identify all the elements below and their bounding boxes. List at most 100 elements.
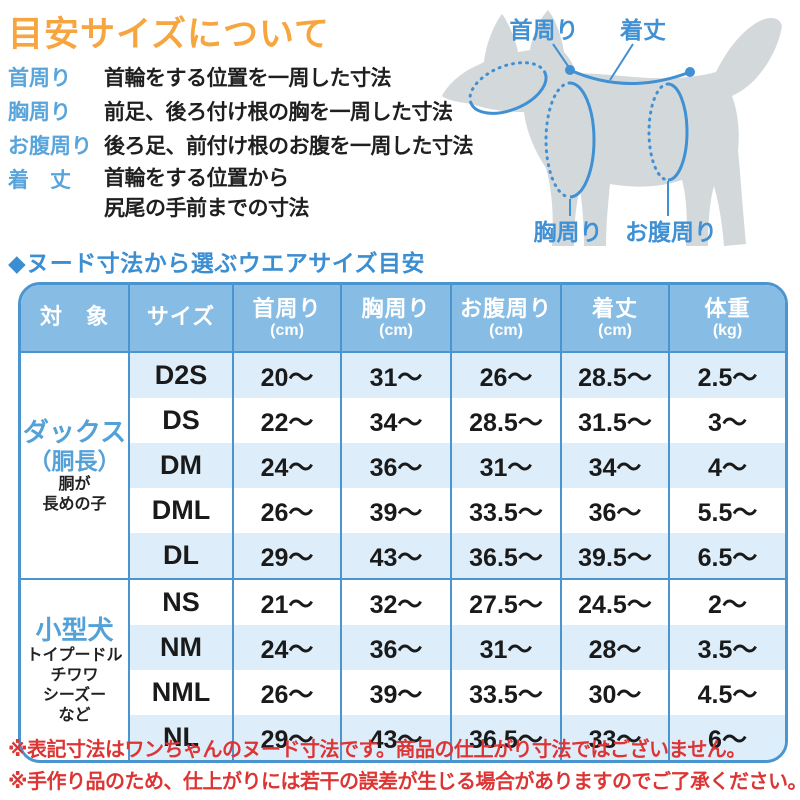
header-row: 対 象 サイズ 首周り (cm) 胸周り (cm)	[21, 285, 785, 353]
neck-measure-ring	[468, 61, 548, 115]
cell-chest: 39〜	[340, 488, 451, 533]
cell-belly: 31〜	[450, 443, 561, 488]
cell-length: 28〜	[560, 625, 669, 670]
page-title: 目安サイズについて	[8, 15, 330, 54]
header-belly: お腹周り (cm)	[450, 285, 561, 353]
cell-weight: 2〜	[668, 578, 785, 625]
cell-belly: 26〜	[450, 352, 561, 398]
cell-chest: 43〜	[340, 533, 451, 579]
measurement-definitions: 首周り 首輪をする位置を一周した寸法 胸周り 前足、後ろ付け根の胸を一周した寸法…	[8, 62, 474, 224]
cell-neck: 24〜	[232, 625, 341, 670]
cell-chest: 36〜	[340, 443, 451, 488]
size-table-grid: 対 象 サイズ 首周り (cm) 胸周り (cm)	[21, 285, 785, 760]
cell-weight: 6〜	[668, 715, 785, 760]
table-row: NM 24〜 36〜 31〜 28〜 3.5〜	[21, 625, 785, 670]
size-table: 対 象 サイズ 首周り (cm) 胸周り (cm)	[18, 282, 788, 763]
group-cell-dachshund: ダックス （胴長） 胴が 長めの子	[21, 352, 129, 579]
definition-desc-line1: 首輪をする位置から	[104, 167, 289, 190]
cell-size: DS	[128, 398, 233, 443]
cell-length: 24.5〜	[560, 578, 669, 625]
cell-size: DML	[128, 488, 233, 533]
cell-weight: 4.5〜	[668, 670, 785, 715]
cell-neck: 29〜	[232, 533, 341, 579]
table-row: ダックス （胴長） 胴が 長めの子 D2S 20〜 31〜 26〜 28.5〜 …	[21, 352, 785, 579]
table-row: NL 29〜 43〜 36.5〜 33〜 6〜	[21, 715, 785, 760]
definition-desc: 前足、後ろ付け根の胸を一周した寸法	[104, 101, 453, 124]
cell-length: 30〜	[560, 670, 669, 715]
cell-size: DM	[128, 443, 233, 488]
chest-measure-ring	[544, 81, 596, 199]
table-row: DL 29〜 43〜 36.5〜 39.5〜 6.5〜	[21, 533, 785, 579]
diagram-label-length: 着丈	[620, 17, 666, 43]
cell-weight: 4〜	[668, 443, 785, 488]
cell-length: 28.5〜	[560, 352, 669, 398]
cell-size: DL	[128, 533, 233, 579]
table-row: 小型犬 トイプードル チワワ シーズー など NS 21〜 32〜 27.5〜 …	[21, 578, 785, 760]
cell-chest: 31〜	[340, 352, 451, 398]
definition-length: 着 丈 首輪をする位置から 尻尾の手前までの寸法	[8, 164, 438, 224]
cell-belly: 33.5〜	[450, 488, 561, 533]
length-start-dot	[565, 65, 575, 75]
section-title: ◆ヌード寸法から選ぶウエアサイズ目安	[8, 250, 425, 276]
cell-neck: 29〜	[232, 715, 341, 760]
cell-belly: 31〜	[450, 625, 561, 670]
cell-chest: 39〜	[340, 670, 451, 715]
cell-neck: 22〜	[232, 398, 341, 443]
group-cell-small-dog: 小型犬 トイプードル チワワ シーズー など	[21, 578, 129, 760]
cell-length: 36〜	[560, 488, 669, 533]
cell-belly: 36.5〜	[450, 533, 561, 579]
cell-neck: 21〜	[232, 578, 341, 625]
definition-desc-line2: 尻尾の手前までの寸法	[104, 197, 310, 220]
cell-size: NS	[128, 578, 233, 625]
dog-silhouette	[442, 10, 782, 246]
table-row: DML 26〜 39〜 33.5〜 36〜 5.5〜	[21, 488, 785, 533]
definition-term: お腹周り	[8, 135, 92, 158]
cell-weight: 5.5〜	[668, 488, 785, 533]
cell-length: 39.5〜	[560, 533, 669, 579]
definition-neck: 首周り 首輪をする位置を一周した寸法	[8, 62, 438, 96]
cell-neck: 20〜	[232, 352, 341, 398]
cell-chest: 34〜	[340, 398, 451, 443]
belly-measure-ring	[647, 82, 689, 182]
definition-desc: 首輪をする位置から 尻尾の手前までの寸法	[104, 164, 310, 224]
cell-size: D2S	[128, 352, 233, 398]
cell-neck: 26〜	[232, 670, 341, 715]
cell-length: 33〜	[560, 715, 669, 760]
footnote-2: ※手作り品のため、仕上がりには若干の誤差が生じる場合がありますのでご了承ください…	[8, 771, 800, 793]
cell-length: 31.5〜	[560, 398, 669, 443]
diagram-label-chest: 胸周り	[534, 219, 603, 245]
cell-size: NL	[128, 715, 233, 760]
cell-size: NM	[128, 625, 233, 670]
cell-weight: 6.5〜	[668, 533, 785, 579]
footnote-1: ※表記寸法はワンちゃんのヌード寸法です。商品の仕上がり寸法ではございません。	[8, 739, 746, 761]
cell-neck: 24〜	[232, 443, 341, 488]
cell-belly: 27.5〜	[450, 578, 561, 625]
dog-measurement-diagram: 首周り 着丈 胸周り お腹周り	[428, 0, 798, 260]
definition-desc: 後ろ足、前付け根のお腹を一周した寸法	[104, 135, 474, 158]
dog-diagram-svg: 首周り 着丈 胸周り お腹周り	[442, 10, 782, 246]
cell-weight: 3〜	[668, 398, 785, 443]
cell-chest: 43〜	[340, 715, 451, 760]
definition-term: 胸周り	[8, 101, 71, 124]
header-neck: 首周り (cm)	[232, 285, 341, 353]
header-chest: 胸周り (cm)	[340, 285, 451, 353]
definition-desc: 首輪をする位置を一周した寸法	[104, 67, 392, 90]
footnotes: ※表記寸法はワンちゃんのヌード寸法です。商品の仕上がり寸法ではございません。 ※…	[8, 734, 800, 798]
back-length-line	[569, 68, 691, 85]
cell-belly: 33.5〜	[450, 670, 561, 715]
header-size: サイズ	[128, 285, 233, 353]
diagram-label-belly: お腹周り	[625, 219, 717, 245]
cell-belly: 28.5〜	[450, 398, 561, 443]
header-target: 対 象	[21, 285, 129, 353]
cell-length: 34〜	[560, 443, 669, 488]
table-row: DM 24〜 36〜 31〜 34〜 4〜	[21, 443, 785, 488]
cell-size: NML	[128, 670, 233, 715]
cell-belly: 36.5〜	[450, 715, 561, 760]
table-row: NML 26〜 39〜 33.5〜 30〜 4.5〜	[21, 670, 785, 715]
definition-term: 着 丈	[8, 169, 71, 192]
cell-weight: 3.5〜	[668, 625, 785, 670]
table-row: DS 22〜 34〜 28.5〜 31.5〜 3〜	[21, 398, 785, 443]
cell-weight: 2.5〜	[668, 352, 785, 398]
definition-belly: お腹周り 後ろ足、前付け根のお腹を一周した寸法	[8, 130, 474, 164]
definition-chest: 胸周り 前足、後ろ付け根の胸を一周した寸法	[8, 96, 453, 130]
